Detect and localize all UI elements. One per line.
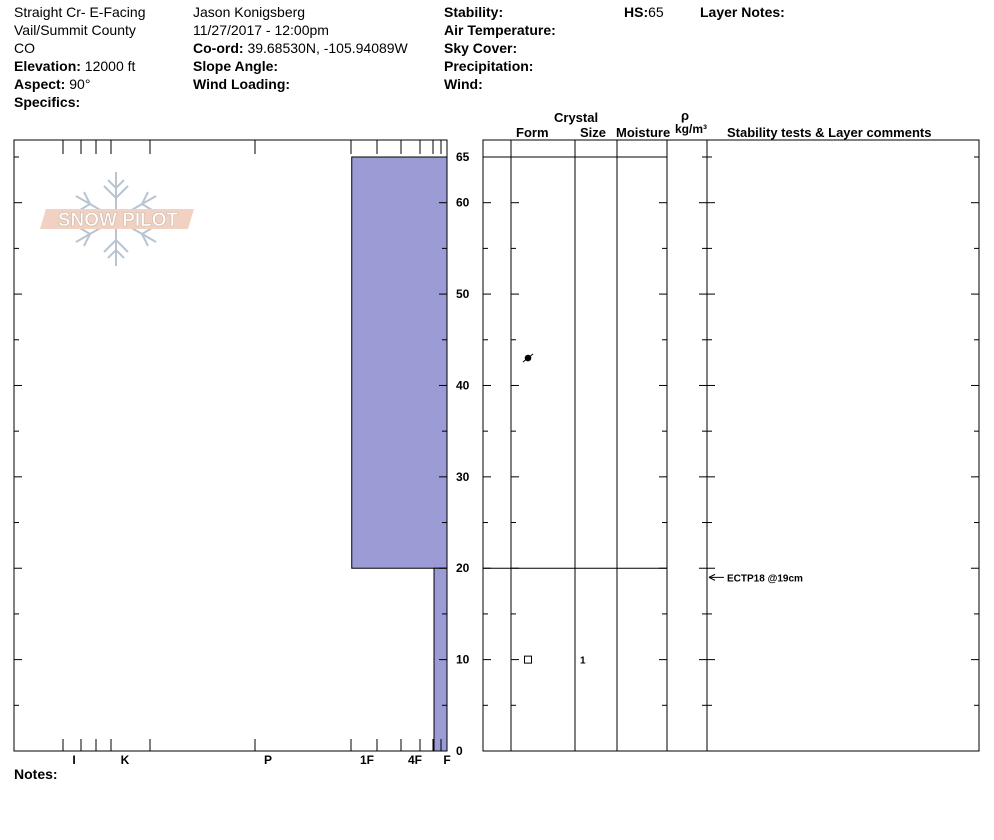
logo-banner — [40, 209, 194, 229]
crystal-header: Crystal — [554, 110, 599, 125]
hardness-label-P: P — [264, 753, 272, 767]
depth-axis-labels: 0 10 20 30 40 50 60 65 — [456, 150, 470, 758]
observer-name: Jason Konigsberg — [193, 4, 306, 20]
location-line1: Straight Cr- E-Facing — [14, 4, 146, 20]
rounding-faceted-icon — [522, 353, 534, 363]
faceted-crystal-icon — [524, 655, 532, 664]
depth-label-20: 20 — [456, 561, 470, 575]
aspect-label: Aspect: — [14, 76, 66, 92]
depth-label-50: 50 — [456, 287, 470, 301]
grain-size-value: 1 — [580, 656, 586, 667]
coord-value: 39.68530N, -105.94089W — [247, 40, 408, 56]
aspect-row: Aspect: 90° — [14, 76, 90, 93]
depth-label-10: 10 — [456, 653, 470, 667]
hardness-label-K: K — [121, 753, 130, 767]
hardness-label-4F: 4F — [408, 753, 422, 767]
air-temperature-label: Air Temperature: — [444, 22, 556, 38]
elevation-value: 12000 ft — [84, 58, 136, 74]
layer-notes-label: Layer Notes: — [700, 4, 785, 20]
rounding-faceted-slash — [522, 353, 534, 363]
sky-cover-label: Sky Cover: — [444, 40, 518, 56]
hs-value: 65 — [648, 4, 664, 20]
hardness-axis-ticks — [14, 140, 447, 751]
hardness-label-F: F — [443, 753, 450, 767]
hardness-bars — [351, 156, 448, 752]
layer-table-frame — [482, 139, 980, 752]
slope-angle-label: Slope Angle: — [193, 58, 279, 74]
density-unit-header: kg/m³ — [675, 122, 708, 136]
elevation-row: Elevation: 12000 ft — [14, 58, 135, 75]
form-header: Form — [516, 125, 549, 140]
stability-comments-header: Stability tests & Layer comments — [727, 125, 932, 140]
grain-symbols: 1 — [522, 353, 586, 667]
depth-label-60: 60 — [456, 196, 470, 210]
hs-label: HS: — [624, 4, 649, 20]
size-header: Size — [580, 125, 607, 140]
hardness-label-I: I — [72, 753, 75, 767]
test-arrow-head-0 — [708, 573, 716, 581]
logo-text: SNOW PILOT — [58, 210, 179, 231]
wind-label: Wind: — [444, 76, 483, 92]
stability-label: Stability: — [444, 4, 504, 20]
layer-table-ticks — [483, 156, 979, 706]
table-border — [482, 139, 980, 752]
hardness-axis-labels: I K P 1F 4F F — [72, 753, 450, 767]
hardness-label-1F: 1F — [360, 753, 374, 767]
precipitation-label: Precipitation: — [444, 58, 534, 74]
depth-label-65: 65 — [456, 150, 470, 164]
depth-label-40: 40 — [456, 378, 470, 392]
location-line2: Vail/Summit County — [14, 22, 136, 38]
layer-boundaries — [483, 156, 667, 569]
elevation-label: Elevation: — [14, 58, 81, 74]
notes-label: Notes: — [14, 766, 58, 782]
snowpilot-logo: SNOW PILOT — [40, 172, 194, 266]
stability-test-label-0: ECTP18 @19cm — [727, 573, 803, 584]
depth-label-30: 30 — [456, 470, 470, 484]
location-line3: CO — [14, 40, 35, 56]
moisture-header: Moisture — [616, 125, 671, 140]
observation-datetime: 11/27/2017 - 12:00pm — [193, 22, 329, 38]
coord-label: Co-ord: — [193, 40, 244, 56]
specifics-label: Specifics: — [14, 94, 81, 110]
wind-loading-label: Wind Loading: — [193, 76, 291, 92]
depth-label-0: 0 — [456, 744, 463, 758]
hardness-bar-0 — [351, 156, 448, 569]
coord-row: Co-ord: 39.68530N, -105.94089W — [193, 40, 408, 57]
stability-tests: ECTP18 @19cm — [708, 573, 803, 584]
hs-row: HS:65 — [624, 4, 664, 21]
aspect-value: 90° — [69, 76, 91, 92]
rho-header: ρ — [681, 108, 690, 123]
